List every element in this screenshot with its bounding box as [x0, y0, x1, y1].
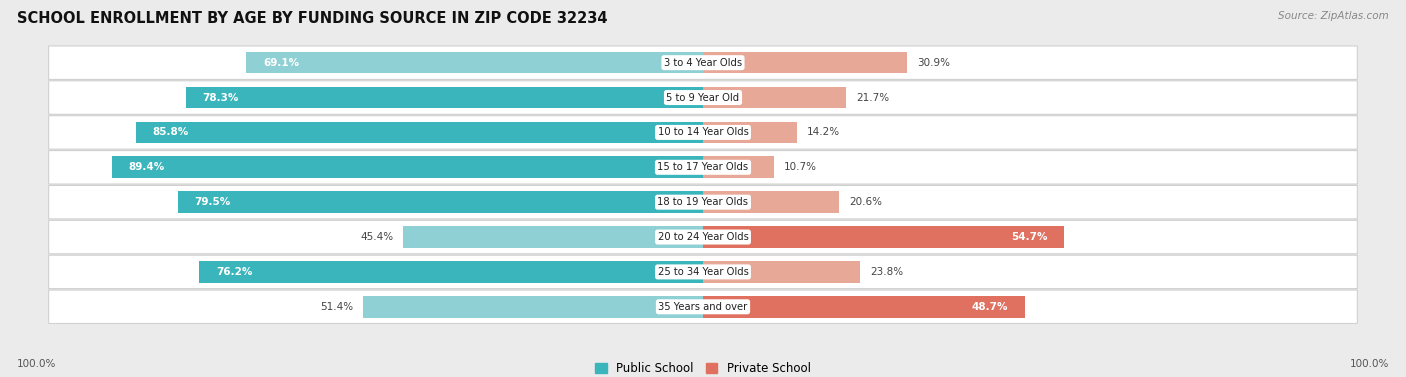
- FancyBboxPatch shape: [49, 185, 1357, 219]
- Text: 35 Years and over: 35 Years and over: [658, 302, 748, 312]
- Text: 5 to 9 Year Old: 5 to 9 Year Old: [666, 92, 740, 103]
- Text: 85.8%: 85.8%: [152, 127, 188, 138]
- Text: 20 to 24 Year Olds: 20 to 24 Year Olds: [658, 232, 748, 242]
- Bar: [703, 52, 907, 74]
- Text: 54.7%: 54.7%: [1011, 232, 1047, 242]
- Bar: [703, 296, 1025, 317]
- Text: 69.1%: 69.1%: [263, 58, 299, 68]
- Text: 51.4%: 51.4%: [321, 302, 353, 312]
- Text: 100.0%: 100.0%: [1350, 359, 1389, 369]
- Text: 100.0%: 100.0%: [17, 359, 56, 369]
- Text: 10.7%: 10.7%: [783, 162, 817, 172]
- FancyBboxPatch shape: [49, 81, 1357, 114]
- FancyBboxPatch shape: [49, 290, 1357, 323]
- Text: 48.7%: 48.7%: [972, 302, 1008, 312]
- Text: 79.5%: 79.5%: [194, 197, 231, 207]
- Legend: Public School, Private School: Public School, Private School: [591, 357, 815, 377]
- FancyBboxPatch shape: [49, 220, 1357, 254]
- Text: 14.2%: 14.2%: [807, 127, 839, 138]
- Bar: [703, 122, 797, 143]
- Text: 78.3%: 78.3%: [202, 92, 239, 103]
- Bar: [703, 87, 846, 108]
- Bar: [177, 192, 703, 213]
- FancyBboxPatch shape: [49, 116, 1357, 149]
- Text: 25 to 34 Year Olds: 25 to 34 Year Olds: [658, 267, 748, 277]
- Text: SCHOOL ENROLLMENT BY AGE BY FUNDING SOURCE IN ZIP CODE 32234: SCHOOL ENROLLMENT BY AGE BY FUNDING SOUR…: [17, 11, 607, 26]
- Bar: [703, 192, 839, 213]
- Text: 76.2%: 76.2%: [217, 267, 252, 277]
- Text: 45.4%: 45.4%: [360, 232, 394, 242]
- Bar: [186, 87, 703, 108]
- Text: 89.4%: 89.4%: [129, 162, 165, 172]
- FancyBboxPatch shape: [49, 255, 1357, 289]
- Text: 21.7%: 21.7%: [856, 92, 890, 103]
- Bar: [703, 156, 773, 178]
- Text: 18 to 19 Year Olds: 18 to 19 Year Olds: [658, 197, 748, 207]
- Bar: [136, 122, 703, 143]
- Text: 20.6%: 20.6%: [849, 197, 882, 207]
- Bar: [200, 261, 703, 283]
- Text: 3 to 4 Year Olds: 3 to 4 Year Olds: [664, 58, 742, 68]
- Bar: [703, 226, 1064, 248]
- Bar: [404, 226, 703, 248]
- FancyBboxPatch shape: [49, 150, 1357, 184]
- Text: 10 to 14 Year Olds: 10 to 14 Year Olds: [658, 127, 748, 138]
- Bar: [112, 156, 703, 178]
- Text: 30.9%: 30.9%: [917, 58, 950, 68]
- Text: 15 to 17 Year Olds: 15 to 17 Year Olds: [658, 162, 748, 172]
- Bar: [363, 296, 703, 317]
- Bar: [703, 261, 860, 283]
- FancyBboxPatch shape: [49, 46, 1357, 80]
- Text: 23.8%: 23.8%: [870, 267, 903, 277]
- Text: Source: ZipAtlas.com: Source: ZipAtlas.com: [1278, 11, 1389, 21]
- Bar: [246, 52, 703, 74]
